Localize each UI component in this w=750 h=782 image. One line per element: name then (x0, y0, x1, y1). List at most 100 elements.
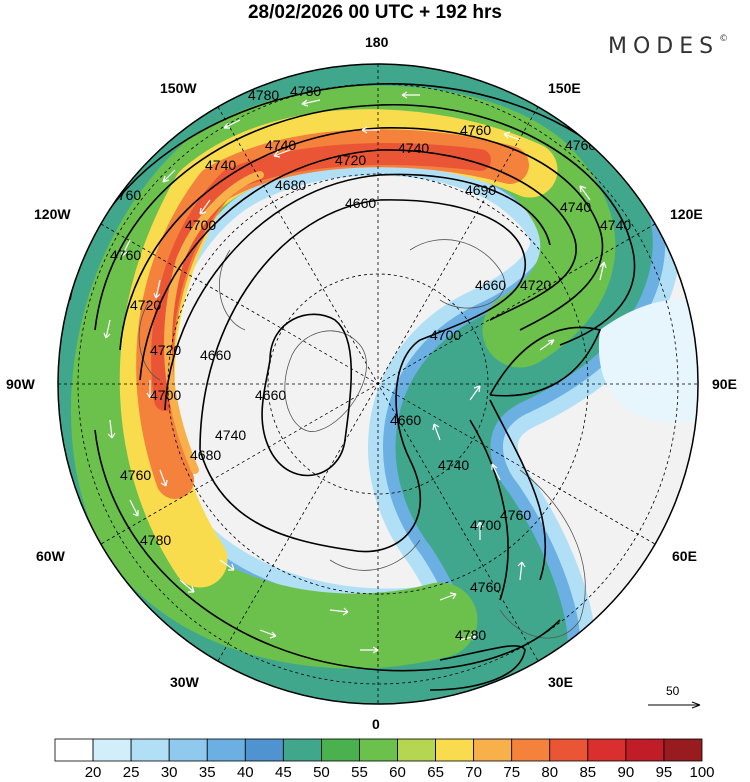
height-contours (69, 83, 681, 691)
lon-label-150w: 150W (160, 80, 197, 96)
colorbar-swatch (549, 738, 589, 762)
wind-scale-label: 50 (666, 684, 680, 698)
colorbar-swatch (435, 738, 475, 762)
colorbar-swatch (321, 738, 360, 762)
colorbar-tick-labels: 20 25 30 35 40 45 50 55 60 65 70 75 80 85 90 95 100 (0, 764, 750, 782)
lon-label-150e: 150E (548, 80, 581, 96)
contour-label: 4660 (200, 347, 231, 363)
contour-label: 4720 (520, 277, 551, 293)
copyright-mark: © (719, 34, 729, 44)
lon-label-60e: 60E (672, 548, 697, 564)
chart-title: 28/02/2026 00 UTC + 192 hrs (247, 2, 503, 23)
colorbar-swatch (663, 738, 703, 762)
lon-label-0: 0 (372, 716, 380, 732)
lon-label-120e: 120E (670, 206, 703, 222)
contour-label: 4740 (398, 140, 429, 156)
colorbar-tick-label: 95 (655, 764, 673, 781)
contour-label: 4660 (390, 412, 421, 428)
shade-east-ridge (598, 299, 698, 423)
colorbar-tick-label: 30 (160, 764, 178, 781)
shade-85 (151, 143, 491, 411)
contour-label: 4660 (475, 277, 506, 293)
contour-label: 4740 (560, 199, 591, 215)
contour-label: 4780 (455, 627, 486, 643)
colorbar-swatch (397, 738, 436, 762)
contour-label: 4780 (290, 83, 321, 99)
contour-label: 4760 (500, 507, 531, 523)
contour-label: 4740 (265, 137, 296, 153)
contour-label: 4720 (130, 297, 161, 313)
contour-label: 4760 (110, 247, 141, 263)
colorbar-tick-label: 50 (313, 764, 330, 781)
lon-label-120w: 120W (34, 206, 71, 222)
colorbar-tick-label: 75 (503, 764, 521, 781)
colorbar-tick-label: 60 (389, 764, 406, 781)
colorbar-tick-label: 45 (275, 764, 292, 781)
colorbar-swatch (206, 738, 246, 762)
shade-75-streak (164, 171, 264, 474)
colorbar-tick-label: 40 (236, 764, 254, 781)
contour-label: 4720 (150, 342, 181, 358)
colorbar-tick-label: 90 (617, 764, 635, 781)
colorbar-tick-label: 35 (198, 764, 216, 781)
map-border (57, 63, 699, 705)
colorbar-tick-label: 20 (84, 764, 102, 781)
colorbar-tick-label: 70 (465, 764, 482, 781)
contour-east-4760 (469, 419, 509, 601)
contour-label: 4760 (110, 187, 141, 203)
contour-label: 4760 (460, 122, 491, 138)
colorbar-swatch (359, 738, 398, 762)
colorbar-swatch (625, 738, 665, 762)
contour-label: 4700 (430, 327, 461, 343)
contour-label: 4780 (140, 532, 171, 548)
lon-label-60w: 60W (36, 548, 65, 564)
graticule (58, 64, 698, 704)
contour-4740 (119, 127, 604, 351)
colorbar-tick-label: 85 (579, 764, 597, 781)
contour-label: 4700 (150, 387, 181, 403)
colorbar-swatch (282, 738, 322, 762)
wind-scale-arrow (648, 701, 701, 709)
colorbar-tick-label: 55 (351, 764, 368, 781)
colorbar-swatch (168, 738, 208, 762)
contour-labels: 4780 4760 4740 4740 4720 4740 4760 4760 … (110, 83, 631, 643)
lon-label-180: 180 (365, 34, 389, 50)
contour-label: 4760 (470, 579, 501, 595)
colorbar-tick-label: 100 (689, 764, 715, 781)
contour-label: 4700 (470, 517, 501, 533)
colorbar-swatch (244, 738, 284, 762)
colorbar-tick-label: 25 (122, 764, 140, 781)
contour-east-loop (489, 326, 602, 397)
contour-4660-4680 (199, 199, 526, 553)
contour-label: 4740 (205, 157, 236, 173)
contour-label: 4680 (190, 447, 221, 463)
colorbar-swatch (587, 738, 627, 762)
contour-label: 4660 (255, 387, 286, 403)
contour-label: 4700 (185, 217, 216, 233)
contour-label: 4740 (600, 217, 631, 233)
contour-label: 4740 (438, 457, 469, 473)
lon-label-90e: 90E (712, 376, 737, 392)
colorbar-swatch (92, 738, 132, 762)
lon-label-30e: 30E (548, 674, 573, 690)
colorbar-swatch (130, 738, 170, 762)
contour-low-center (261, 313, 353, 477)
modes-logo: MODES© (608, 34, 728, 59)
contour-east-4740 (489, 399, 547, 581)
contour-4700 (164, 173, 551, 411)
map-disc: 4780 4760 4740 4740 4720 4740 4760 4760 … (58, 64, 698, 704)
contour-label: 4740 (215, 427, 246, 443)
colorbar-swatch (54, 738, 94, 762)
contour-4720 (139, 149, 577, 381)
colorbar-tick-label: 80 (541, 764, 559, 781)
colorbar-tick-label: 65 (427, 764, 444, 781)
colorbar (54, 738, 703, 762)
wind-vectors (103, 91, 607, 654)
contour-label: 4690 (465, 182, 496, 198)
contour-label: 4720 (335, 152, 366, 168)
contour-label: 4660 (345, 195, 376, 211)
lon-label-30w: 30W (170, 674, 199, 690)
lon-label-90w: 90W (6, 376, 35, 392)
colorbar-swatch (473, 738, 513, 762)
